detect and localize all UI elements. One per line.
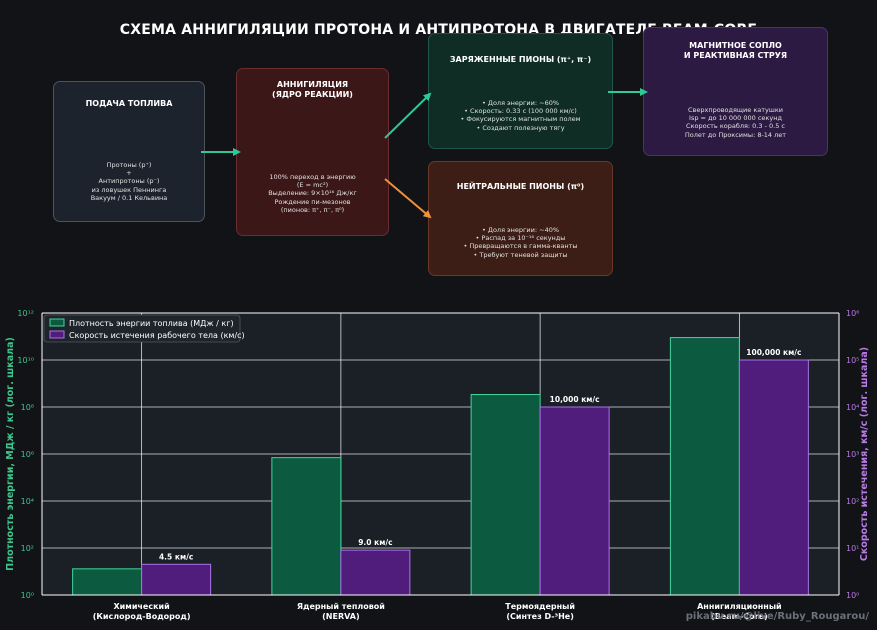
- category-label: (NERVA): [322, 612, 359, 621]
- engine-comparison-chart: 10⁰ 10² 10⁴ 10⁶ 10⁸ 10¹⁰ 10¹² 10⁰ 10¹ 10² 10³ 10⁴ 10…: [5, 309, 870, 621]
- neutral-pions-box: НЕЙТРАЛЬНЫЕ ПИОНЫ (π⁰) • Доля энергии: ~…: [428, 161, 613, 276]
- category-label: Термоядерный: [505, 602, 575, 611]
- legend-label-velocity: Скорость истечения рабочего тела (км/с): [69, 331, 245, 340]
- fuel-supply-title: ПОДАЧА ТОПЛИВА: [85, 99, 173, 108]
- energy-density-bar: [271, 457, 342, 596]
- magnetic-nozzle-title: МАГНИТНОЕ СОПЛО И РЕАКТИВНАЯ СТРУЯ: [683, 41, 788, 60]
- left-tick-label: 10²: [21, 544, 34, 553]
- watermark: pikabu.ru/@live/Ruby_Rougarou/: [685, 611, 869, 622]
- legend-label-energy: Плотность энергии топлива (МДж / кг): [69, 319, 234, 328]
- category-label: Ядерный тепловой: [297, 602, 385, 611]
- energy-density-bar: [72, 568, 143, 596]
- right-tick-label: 10⁵: [846, 356, 859, 365]
- annihilation-box: АННИГИЛЯЦИЯ (ЯДРО РЕАКЦИИ) 100% переход …: [236, 68, 389, 236]
- neutral-pions-body: • Доля энергии: ~40% • Распад за 10⁻¹⁶ с…: [463, 226, 578, 259]
- exhaust-velocity-bar: [539, 406, 610, 596]
- right-tick-label: 10⁶: [846, 309, 859, 318]
- category-label: Химический: [114, 602, 170, 611]
- legend-swatch-velocity: [49, 330, 65, 339]
- left-axis-title: Плотность энергии, МДж / кг (лог. шкала): [5, 337, 16, 571]
- exhaust-velocity-bar: [141, 563, 212, 596]
- exhaust-velocity-bar: [340, 549, 411, 596]
- left-tick-label: 10⁸: [21, 403, 34, 412]
- legend-box: [43, 314, 241, 343]
- category-label: (Beam-Core): [711, 612, 768, 621]
- right-tick-label: 10¹: [846, 544, 859, 553]
- annihilation-title: АННИГИЛЯЦИЯ (ЯДРО РЕАКЦИИ): [272, 80, 353, 99]
- right-tick-label: 10²: [846, 497, 859, 506]
- arrow-annihilation-to-neutral: [384, 178, 432, 219]
- charged-pions-body: • Доля энергии: ~60% • Скорость: 0.33 с …: [460, 99, 581, 132]
- left-tick-label: 10¹²: [17, 309, 34, 318]
- left-tick-label: 10⁶: [21, 450, 34, 459]
- velocity-data-label: 100,000 км/с: [746, 348, 801, 357]
- exhaust-velocity-bar: [738, 359, 809, 596]
- category-label: (Кислород-Водород): [93, 612, 191, 621]
- energy-density-bar: [669, 337, 740, 596]
- arrow-annihilation-to-charged: [384, 92, 432, 139]
- right-tick-label: 10⁰: [846, 591, 859, 600]
- category-label: Аннигиляционный: [697, 602, 782, 611]
- left-tick-label: 10⁰: [21, 591, 34, 600]
- flow-arrows: [201, 88, 648, 219]
- velocity-data-label: 4.5 км/с: [159, 552, 193, 561]
- left-tick-label: 10⁴: [21, 497, 34, 506]
- energy-density-bar: [470, 394, 541, 596]
- velocity-data-label: 10,000 км/с: [550, 395, 600, 404]
- charged-pions-box: ЗАРЯЖЕННЫЕ ПИОНЫ (π⁺, π⁻) • Доля энергии…: [428, 33, 613, 149]
- legend-swatch-energy: [49, 318, 65, 327]
- annihilation-body: 100% переход в энергию (E = mc²) Выделен…: [268, 173, 357, 214]
- category-label: (Синтез D-³He): [506, 612, 574, 621]
- magnetic-nozzle-box: МАГНИТНОЕ СОПЛО И РЕАКТИВНАЯ СТРУЯ Сверх…: [643, 27, 828, 156]
- velocity-data-label: 9.0 км/с: [358, 538, 392, 547]
- right-tick-label: 10⁴: [846, 403, 859, 412]
- right-tick-label: 10³: [846, 450, 859, 459]
- neutral-pions-title: НЕЙТРАЛЬНЫЕ ПИОНЫ (π⁰): [456, 182, 585, 191]
- fuel-supply-body: Протоны (p⁺) + Антипротоны (p⁻) из ловуш…: [90, 161, 168, 202]
- charged-pions-title: ЗАРЯЖЕННЫЕ ПИОНЫ (π⁺, π⁻): [449, 55, 592, 64]
- magnetic-nozzle-body: Сверхпроводящие катушки Isp = до 10 000 …: [684, 106, 787, 139]
- left-tick-label: 10¹⁰: [17, 356, 34, 365]
- right-axis-title: Скорость истечения, км/с (лог. шкала): [859, 347, 870, 561]
